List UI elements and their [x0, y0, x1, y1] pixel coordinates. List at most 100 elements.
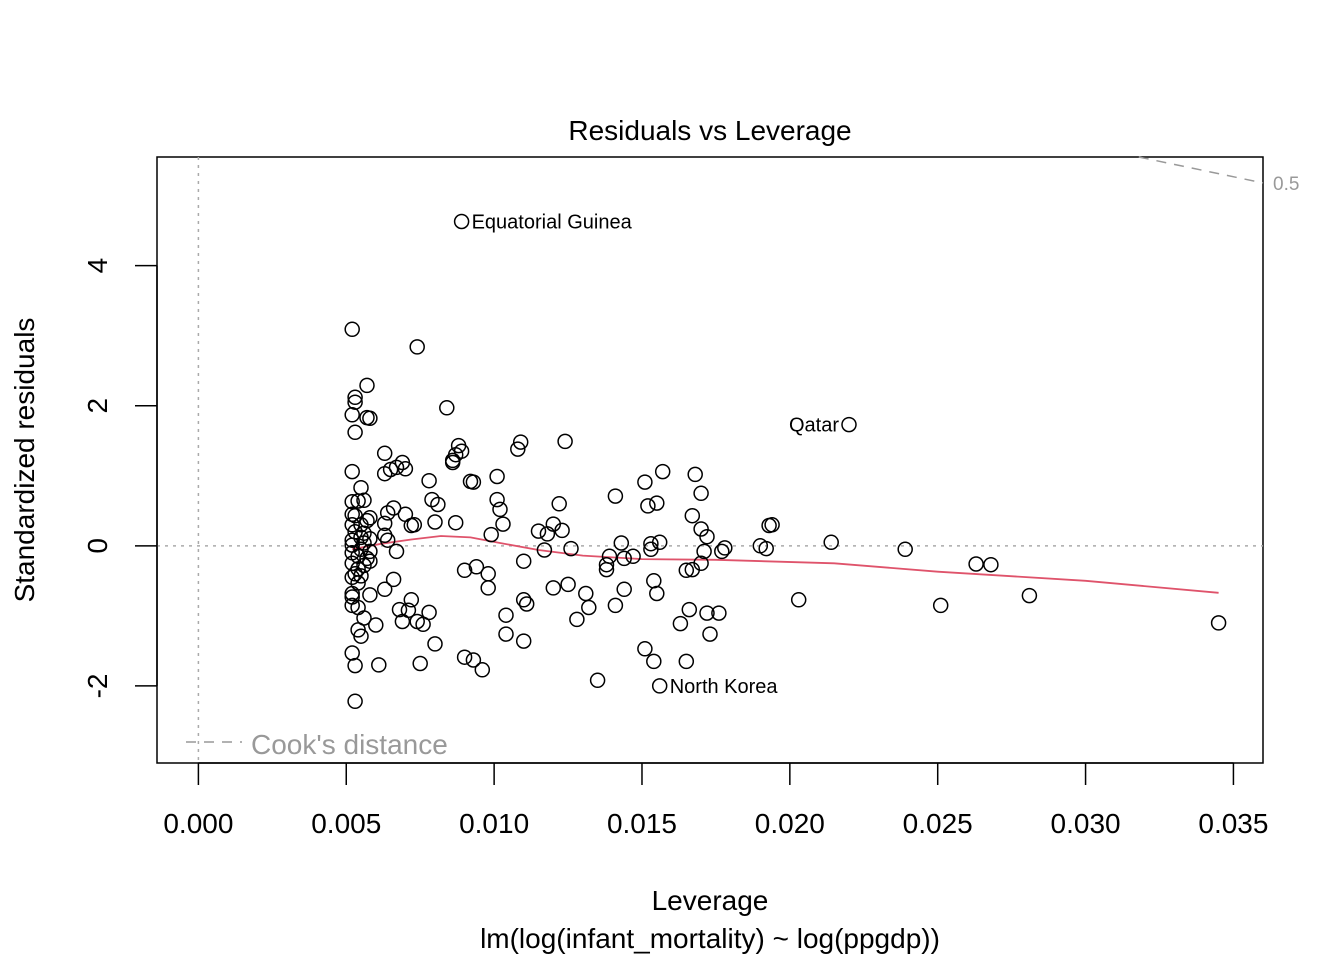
y-axis-title: Standardized residuals	[9, 318, 40, 603]
data-point	[495, 516, 511, 532]
data-point	[344, 569, 360, 586]
data-point	[693, 485, 709, 502]
data-point	[637, 474, 653, 490]
data-point	[640, 498, 656, 514]
data-point	[456, 649, 473, 665]
data-point	[362, 510, 378, 526]
data-point	[717, 540, 733, 556]
cooks-distance-lines: 0.5	[1138, 156, 1299, 195]
data-point	[498, 626, 514, 642]
data-point	[474, 662, 491, 678]
data-point	[444, 452, 461, 469]
data-point	[714, 543, 730, 560]
data-point	[651, 678, 668, 694]
data-point	[344, 517, 360, 533]
data-point	[394, 613, 411, 630]
data-point	[376, 581, 393, 598]
data-point	[492, 501, 508, 518]
data-point	[539, 526, 556, 542]
data-point	[347, 657, 363, 674]
data-point	[968, 556, 984, 572]
data-point	[790, 592, 807, 608]
data-point	[678, 653, 695, 670]
data-point	[643, 535, 659, 552]
data-point	[696, 543, 712, 560]
data-point	[646, 653, 662, 670]
data-point	[385, 500, 402, 516]
data-point	[453, 213, 470, 230]
data-point	[711, 605, 727, 621]
data-point	[613, 535, 630, 551]
data-point	[702, 626, 718, 642]
data-point	[350, 493, 366, 509]
data-point	[344, 463, 360, 480]
data-point	[379, 505, 396, 521]
data-point	[439, 400, 455, 416]
data-point	[581, 599, 597, 616]
data-point	[515, 553, 532, 569]
data-point	[1210, 615, 1227, 631]
data-point	[607, 488, 624, 504]
y-tick-label: 2	[82, 398, 113, 414]
data-point	[344, 589, 360, 605]
data-point	[427, 514, 443, 530]
data-point	[616, 581, 632, 598]
data-point	[551, 496, 567, 512]
data-point	[515, 633, 532, 649]
data-point	[681, 601, 698, 618]
data-point	[932, 597, 949, 614]
point-label: Qatar	[789, 415, 839, 437]
data-point	[465, 474, 482, 490]
data-point	[359, 377, 375, 394]
x-tick-label: 0.015	[607, 808, 677, 839]
chart-subtitle: lm(log(infant_mortality) ~ log(ppgdp))	[480, 923, 940, 954]
plot-frame	[156, 156, 1264, 764]
data-point	[841, 416, 857, 433]
data-point	[453, 443, 470, 459]
data-point	[489, 491, 505, 508]
data-point	[598, 561, 615, 578]
data-point	[515, 592, 532, 608]
point-label: Equatorial Guinea	[472, 211, 633, 233]
data-point	[1021, 587, 1038, 604]
data-point	[376, 515, 393, 532]
data-point	[649, 585, 665, 602]
data-point	[371, 657, 387, 673]
data-point	[589, 672, 606, 689]
y-tick-label: -2	[82, 673, 113, 698]
legend-cooks-distance: Cook's distance	[251, 729, 448, 760]
data-point	[518, 596, 535, 612]
data-point	[403, 592, 420, 608]
point-label: North Korea	[670, 676, 779, 698]
points-group	[344, 213, 1227, 710]
x-tick-label: 0.005	[311, 808, 381, 839]
y-tick-label: 4	[82, 258, 113, 274]
data-point	[344, 407, 360, 423]
data-point	[409, 339, 425, 355]
x-tick-label: 0.035	[1198, 808, 1268, 839]
data-point	[563, 540, 579, 557]
data-point	[578, 585, 594, 602]
data-point	[344, 585, 360, 602]
data-point	[637, 641, 653, 657]
data-point	[427, 636, 443, 652]
data-point	[530, 523, 547, 539]
data-point	[823, 534, 839, 551]
reference-lines	[157, 157, 1263, 763]
data-point	[983, 556, 999, 573]
data-point	[456, 562, 473, 579]
data-point	[483, 526, 499, 543]
data-point	[545, 580, 562, 596]
data-point	[362, 410, 378, 427]
data-point	[359, 550, 375, 567]
data-point	[344, 321, 360, 338]
y-axis: -2 0 2 4	[82, 258, 158, 698]
data-point	[353, 628, 369, 644]
data-point	[362, 587, 378, 603]
data-point	[353, 479, 369, 496]
data-point	[699, 528, 715, 545]
data-point	[557, 433, 573, 450]
data-point	[397, 461, 414, 477]
smooth-line	[352, 535, 1219, 594]
